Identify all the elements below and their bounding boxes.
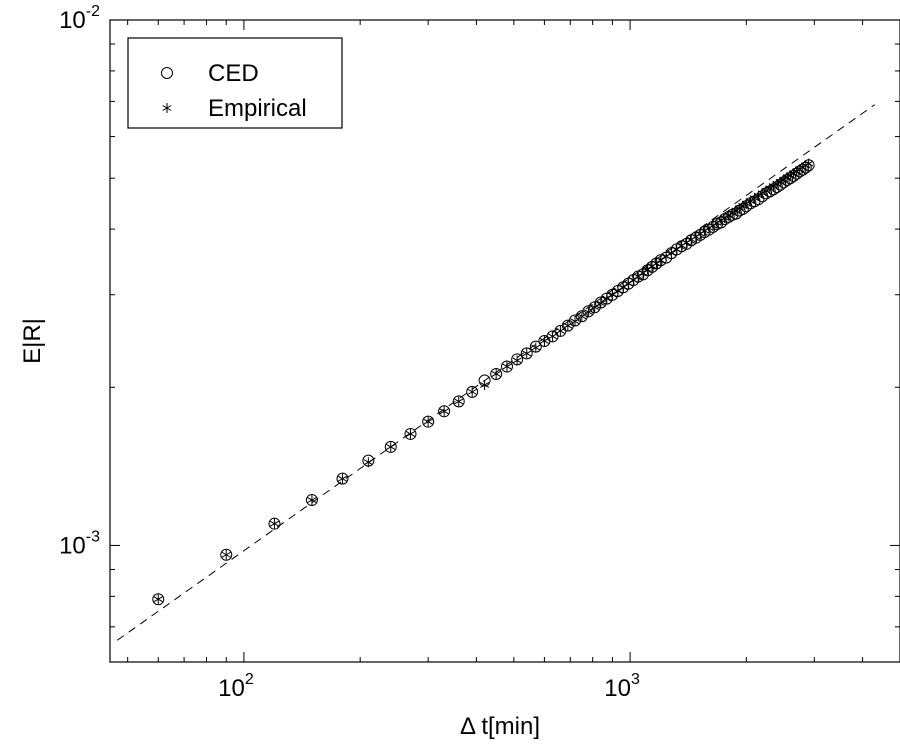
empirical-point xyxy=(633,271,643,282)
empirical-point xyxy=(405,428,416,439)
ced-point xyxy=(452,395,465,408)
empirical-point xyxy=(454,396,464,407)
tick-labels: 102 103 10-3 10-2 xyxy=(59,3,640,702)
ced-point xyxy=(404,427,417,440)
empirical-point xyxy=(502,361,512,372)
empirical-point xyxy=(307,495,317,506)
ced-point xyxy=(152,593,165,606)
y-axis-title: E|R| xyxy=(19,318,46,364)
ced-point xyxy=(438,405,451,418)
legend-ced-marker xyxy=(161,67,173,79)
empirical-point xyxy=(531,342,541,353)
empirical-point xyxy=(548,331,558,342)
empirical-point xyxy=(618,282,628,293)
ced-point xyxy=(466,385,479,398)
empirical-point xyxy=(745,196,756,207)
empirical-point xyxy=(583,307,593,318)
legend: CED Empirical xyxy=(127,37,343,129)
empirical-point xyxy=(666,248,677,259)
data-marks xyxy=(117,104,875,641)
empirical-point xyxy=(480,379,490,390)
x-tick-label: 102 xyxy=(218,671,254,702)
empirical-point xyxy=(153,594,163,605)
ced-point xyxy=(384,440,397,453)
plot-frame xyxy=(109,19,900,663)
empirical-point xyxy=(467,386,477,397)
series-empirical xyxy=(153,158,814,605)
empirical-point xyxy=(672,244,682,255)
empirical-point xyxy=(386,441,396,452)
empirical-point xyxy=(491,368,501,379)
empirical-point xyxy=(628,275,638,286)
empirical-point xyxy=(363,457,373,468)
empirical-point xyxy=(623,278,633,289)
y-tick-label: 10-2 xyxy=(59,3,100,34)
empirical-point xyxy=(555,325,565,336)
empirical-point xyxy=(613,285,623,296)
empirical-point xyxy=(439,406,449,417)
ced-point xyxy=(520,347,533,360)
ced-point xyxy=(422,415,435,428)
empirical-point xyxy=(596,298,606,309)
ced-point xyxy=(336,472,349,485)
empirical-point xyxy=(651,258,661,269)
ced-point xyxy=(268,517,281,530)
ced-point xyxy=(220,548,233,561)
empirical-point xyxy=(522,348,532,359)
empirical-point xyxy=(570,316,580,327)
empirical-point xyxy=(563,320,573,331)
legend-label-ced: CED xyxy=(208,60,259,87)
ced-point xyxy=(305,494,318,507)
y-tick-label: 10-3 xyxy=(59,528,100,559)
empirical-point xyxy=(607,289,617,300)
empirical-point xyxy=(539,335,549,346)
empirical-point xyxy=(337,473,348,484)
empirical-point xyxy=(804,158,814,169)
ced-point xyxy=(588,301,601,314)
ced-point xyxy=(490,367,503,380)
empirical-point xyxy=(221,549,231,560)
empirical-point xyxy=(638,267,648,278)
empirical-point xyxy=(643,264,653,275)
axis-ticks xyxy=(110,19,900,663)
legend-empirical-marker xyxy=(162,103,172,113)
empirical-point xyxy=(512,355,522,366)
x-axis-title: Δ t[min] xyxy=(460,713,540,740)
empirical-point xyxy=(269,518,280,529)
ced-point xyxy=(500,360,513,373)
legend-label-empirical: Empirical xyxy=(208,95,307,122)
legend-box xyxy=(127,37,343,129)
empirical-point xyxy=(423,416,433,427)
empirical-point xyxy=(734,203,745,214)
empirical-point xyxy=(656,255,666,266)
x-tick-label: 103 xyxy=(604,671,640,702)
